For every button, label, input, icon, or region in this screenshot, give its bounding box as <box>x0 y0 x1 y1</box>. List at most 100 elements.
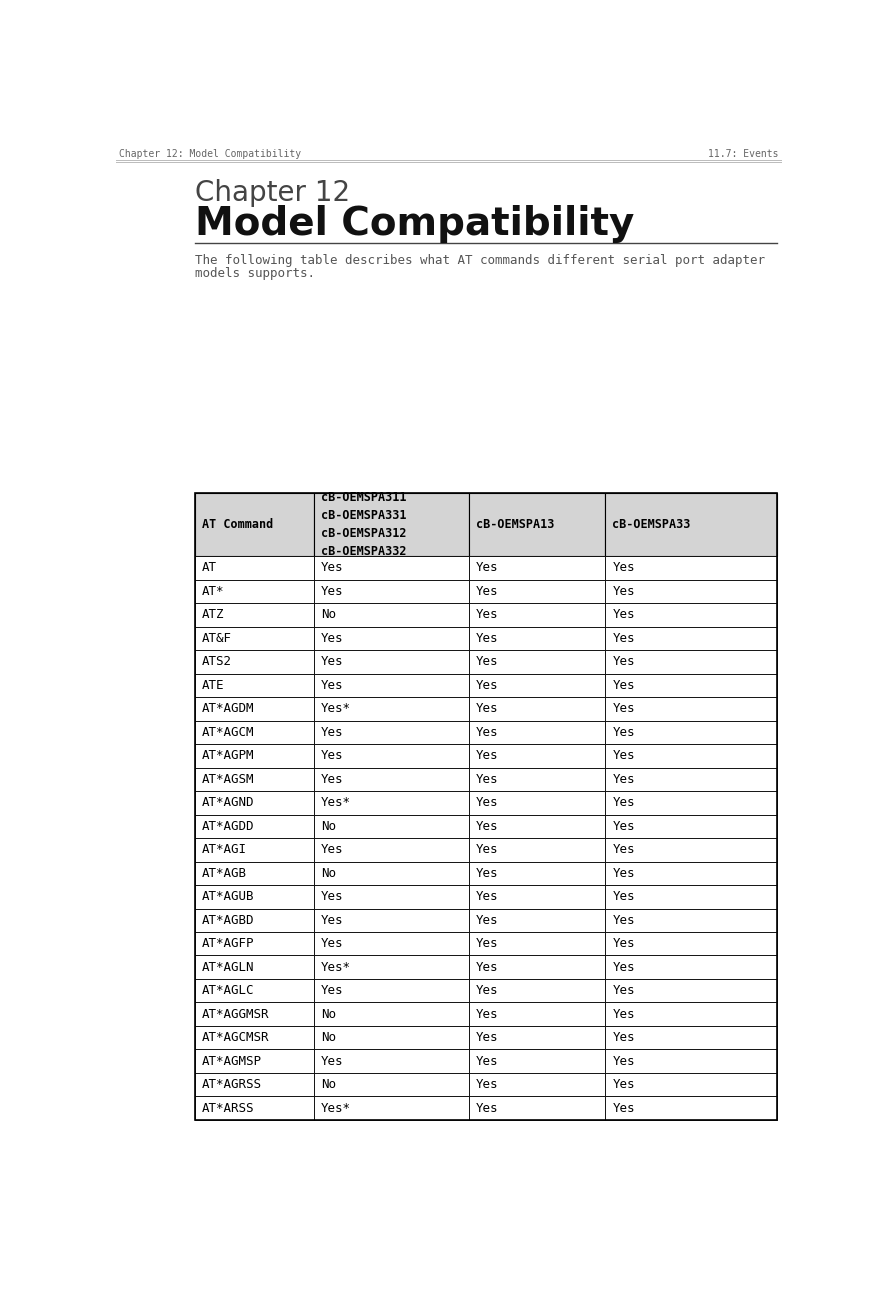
Text: cB-OEMSPA311
cB-OEMSPA331
cB-OEMSPA312
cB-OEMSPA332: cB-OEMSPA311 cB-OEMSPA331 cB-OEMSPA312 c… <box>321 491 407 559</box>
Text: cB-OEMSPA33: cB-OEMSPA33 <box>612 518 691 531</box>
Bar <box>194 720 314 744</box>
Bar <box>468 603 605 626</box>
Text: AT*AGFP: AT*AGFP <box>201 937 254 950</box>
Bar <box>468 650 605 673</box>
Bar <box>606 979 777 1002</box>
Text: Yes: Yes <box>475 913 498 927</box>
Bar <box>314 1026 468 1049</box>
Text: Yes: Yes <box>321 843 344 856</box>
Text: Yes: Yes <box>475 1101 498 1114</box>
Text: Yes: Yes <box>321 632 344 645</box>
Text: Yes: Yes <box>612 608 635 621</box>
Bar <box>468 493 605 556</box>
Text: AT*AGCMSR: AT*AGCMSR <box>201 1031 270 1044</box>
Bar <box>606 673 777 697</box>
Text: ATS2: ATS2 <box>201 655 232 668</box>
Text: AT Command: AT Command <box>201 518 273 531</box>
Text: Yes: Yes <box>475 585 498 598</box>
Bar <box>314 720 468 744</box>
Text: Yes: Yes <box>475 655 498 668</box>
Bar <box>468 767 605 791</box>
Bar <box>194 603 314 626</box>
Text: Chapter 12: Model Compatibility: Chapter 12: Model Compatibility <box>119 149 301 159</box>
Bar <box>194 493 777 1120</box>
Text: Yes: Yes <box>612 679 635 692</box>
Text: Yes: Yes <box>321 984 344 997</box>
Bar <box>468 814 605 838</box>
Bar <box>606 1096 777 1120</box>
Bar <box>314 556 468 579</box>
Text: Yes: Yes <box>612 702 635 715</box>
Text: Yes: Yes <box>475 1031 498 1044</box>
Bar <box>314 932 468 955</box>
Text: cB-OEMSPA13: cB-OEMSPA13 <box>475 518 554 531</box>
Text: Yes: Yes <box>475 702 498 715</box>
Bar <box>468 673 605 697</box>
Text: Yes: Yes <box>475 632 498 645</box>
Text: Yes: Yes <box>321 561 344 574</box>
Text: Yes: Yes <box>612 1054 635 1067</box>
Text: Yes: Yes <box>475 773 498 786</box>
Text: AT*AGDD: AT*AGDD <box>201 820 254 833</box>
Bar <box>194 1096 314 1120</box>
Text: AT*AGSM: AT*AGSM <box>201 773 254 786</box>
Text: No: No <box>321 1007 336 1021</box>
Bar <box>314 767 468 791</box>
Text: ATZ: ATZ <box>201 608 224 621</box>
Bar <box>194 744 314 767</box>
Text: AT*AGND: AT*AGND <box>201 796 254 809</box>
Text: Yes: Yes <box>612 773 635 786</box>
Text: Yes: Yes <box>321 585 344 598</box>
Bar <box>194 556 314 579</box>
Text: AT*AGDM: AT*AGDM <box>201 702 254 715</box>
Bar <box>314 697 468 720</box>
Text: AT*ARSS: AT*ARSS <box>201 1101 254 1114</box>
Text: Yes: Yes <box>612 960 635 974</box>
Bar <box>314 1002 468 1026</box>
Bar <box>314 1049 468 1073</box>
Bar <box>194 1049 314 1073</box>
Bar <box>606 556 777 579</box>
Text: Yes: Yes <box>321 890 344 903</box>
Text: models supports.: models supports. <box>194 268 315 281</box>
Bar <box>606 908 777 932</box>
Bar <box>314 673 468 697</box>
Text: 11.7: Events: 11.7: Events <box>708 149 778 159</box>
Bar <box>194 1073 314 1096</box>
Bar <box>468 744 605 767</box>
Bar <box>468 838 605 861</box>
Text: Yes: Yes <box>475 867 498 880</box>
Text: Yes: Yes <box>612 655 635 668</box>
Text: Yes*: Yes* <box>321 702 351 715</box>
Bar <box>606 579 777 603</box>
Bar <box>194 1026 314 1049</box>
Text: No: No <box>321 608 336 621</box>
Text: AT*AGLN: AT*AGLN <box>201 960 254 974</box>
Bar <box>606 861 777 885</box>
Text: Yes*: Yes* <box>321 1101 351 1114</box>
Text: AT*AGCM: AT*AGCM <box>201 726 254 739</box>
Text: Yes: Yes <box>612 984 635 997</box>
Bar <box>468 908 605 932</box>
Text: Yes: Yes <box>321 937 344 950</box>
Bar <box>194 1002 314 1026</box>
Bar <box>314 1096 468 1120</box>
Bar <box>194 579 314 603</box>
Text: No: No <box>321 820 336 833</box>
Bar <box>468 1002 605 1026</box>
Text: Yes: Yes <box>475 679 498 692</box>
Text: Yes: Yes <box>612 1078 635 1091</box>
Bar <box>468 861 605 885</box>
Bar <box>314 603 468 626</box>
Text: Yes: Yes <box>475 561 498 574</box>
Text: Yes: Yes <box>475 960 498 974</box>
Text: Yes: Yes <box>321 773 344 786</box>
Bar <box>606 493 777 556</box>
Bar <box>314 791 468 814</box>
Bar <box>606 1002 777 1026</box>
Text: Yes: Yes <box>612 726 635 739</box>
Text: Yes: Yes <box>612 843 635 856</box>
Text: No: No <box>321 1031 336 1044</box>
Text: Yes: Yes <box>321 1054 344 1067</box>
Bar <box>194 932 314 955</box>
